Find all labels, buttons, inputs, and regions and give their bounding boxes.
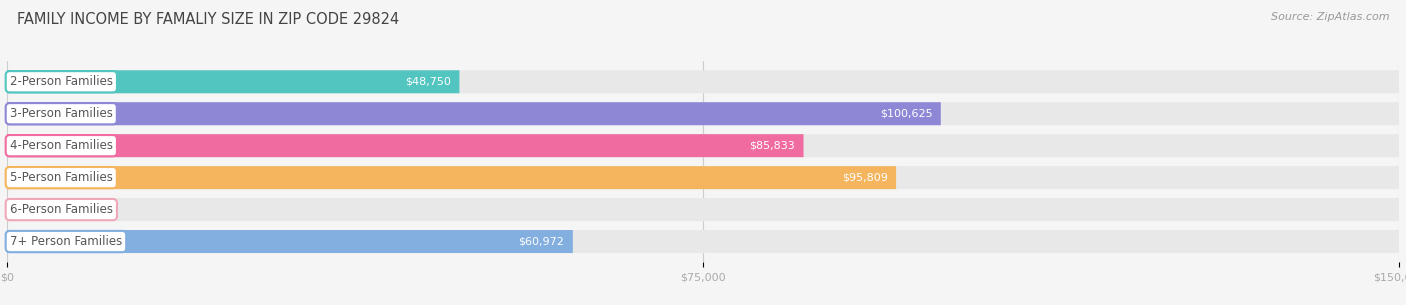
FancyBboxPatch shape [7, 102, 1399, 125]
Text: 7+ Person Families: 7+ Person Families [10, 235, 122, 248]
Text: Source: ZipAtlas.com: Source: ZipAtlas.com [1271, 12, 1389, 22]
FancyBboxPatch shape [7, 230, 572, 253]
Text: $0: $0 [18, 205, 32, 215]
Text: $60,972: $60,972 [519, 237, 564, 246]
FancyBboxPatch shape [7, 230, 1399, 253]
Text: $85,833: $85,833 [749, 141, 796, 151]
FancyBboxPatch shape [7, 134, 1399, 157]
Text: $100,625: $100,625 [880, 109, 932, 119]
Text: 5-Person Families: 5-Person Families [10, 171, 112, 184]
Text: 4-Person Families: 4-Person Families [10, 139, 112, 152]
Text: 3-Person Families: 3-Person Families [10, 107, 112, 120]
Text: 2-Person Families: 2-Person Families [10, 75, 112, 88]
FancyBboxPatch shape [7, 198, 1399, 221]
Text: 6-Person Families: 6-Person Families [10, 203, 112, 216]
FancyBboxPatch shape [7, 166, 1399, 189]
Text: $48,750: $48,750 [405, 77, 451, 87]
Text: $95,809: $95,809 [842, 173, 887, 183]
FancyBboxPatch shape [7, 70, 1399, 93]
FancyBboxPatch shape [7, 70, 460, 93]
FancyBboxPatch shape [7, 166, 896, 189]
Text: FAMILY INCOME BY FAMALIY SIZE IN ZIP CODE 29824: FAMILY INCOME BY FAMALIY SIZE IN ZIP COD… [17, 12, 399, 27]
FancyBboxPatch shape [7, 102, 941, 125]
FancyBboxPatch shape [7, 134, 803, 157]
